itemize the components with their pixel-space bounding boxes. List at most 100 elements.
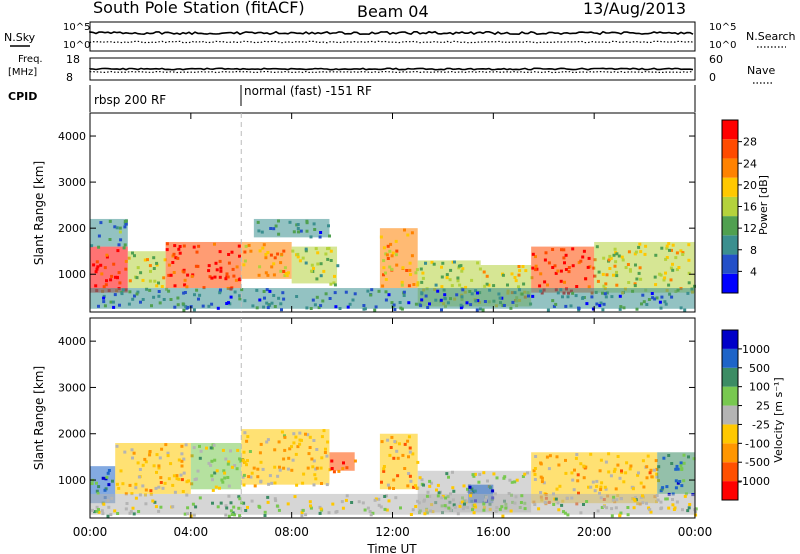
power-cell	[483, 300, 487, 303]
power-cell	[445, 276, 449, 280]
power-cell	[440, 308, 443, 312]
velocity-cell	[612, 495, 616, 499]
velocity-cell	[194, 477, 198, 481]
velocity-cell	[639, 495, 643, 499]
velocity-cell	[301, 508, 305, 512]
velocity-cell	[103, 488, 107, 492]
power-cell	[613, 264, 617, 268]
power-cell	[370, 288, 374, 292]
power-cell	[230, 250, 234, 254]
velocity-cell	[582, 464, 586, 468]
velocity-cell	[320, 456, 324, 460]
power-cell	[428, 302, 431, 306]
velocity-cell	[429, 509, 432, 513]
velocity-cell	[615, 498, 619, 502]
velocity-cell	[523, 507, 527, 511]
freq-top-tick: 18	[66, 53, 80, 66]
freq-bottom-tick: 8	[66, 71, 73, 84]
velocity-cell	[579, 511, 583, 515]
power-cell	[456, 279, 460, 283]
power-cell	[326, 257, 330, 261]
velocity-cell	[418, 476, 422, 480]
power-cell	[449, 268, 453, 272]
power-cell	[663, 276, 667, 280]
power-cell	[328, 234, 331, 238]
velocity-cell	[306, 433, 310, 437]
power-cell	[315, 277, 319, 281]
velocity-cell	[445, 472, 449, 476]
velocity-cell	[670, 462, 674, 465]
power-cell	[390, 301, 394, 305]
power-cell	[143, 258, 147, 262]
velocity-cell	[295, 483, 299, 487]
power-cell	[219, 266, 223, 270]
velocity-cell	[172, 474, 176, 478]
power-cell	[273, 256, 277, 260]
velocity-cell	[180, 464, 184, 468]
power-cell	[317, 306, 321, 310]
power-cell	[478, 267, 482, 271]
power-cell	[149, 269, 152, 273]
power-cell	[405, 269, 409, 272]
power-cell	[316, 251, 320, 255]
velocity-cell	[614, 487, 618, 491]
velocity-cell	[631, 487, 635, 491]
power-cell	[207, 269, 211, 273]
velocity-cell	[674, 467, 678, 471]
velocity-cell	[300, 514, 304, 518]
power-cell	[603, 292, 607, 296]
velocity-cell	[472, 511, 476, 515]
velocity-cell	[227, 460, 231, 464]
velocity-cell	[466, 505, 470, 509]
velocity-cell	[622, 480, 626, 484]
power-cell	[556, 269, 560, 273]
power-cell	[602, 256, 606, 260]
velocity-cell	[101, 512, 105, 516]
power-cell	[258, 265, 262, 269]
velocity-cell	[314, 467, 318, 471]
power-cell	[312, 266, 315, 270]
velocity-cell	[323, 451, 327, 454]
power-cell	[225, 302, 229, 305]
velocity-cell	[128, 483, 132, 487]
power-cell	[279, 302, 283, 306]
power-cell	[564, 253, 568, 257]
nsearch-top-tick: 10^5	[709, 22, 736, 33]
velocity-cell	[539, 491, 543, 494]
power-cell	[362, 307, 366, 311]
power-colorbar-tick-label: 20	[743, 179, 757, 192]
power-cell	[213, 275, 217, 279]
velocity-cell	[322, 429, 326, 433]
velocity-cell	[175, 474, 179, 478]
velocity-cell	[508, 478, 512, 482]
velocity-cell	[309, 504, 312, 508]
velocity-cell	[263, 510, 267, 514]
power-cell	[283, 274, 287, 277]
power-cell	[97, 304, 100, 308]
velocity-cell	[232, 505, 236, 509]
power-cell	[167, 263, 171, 267]
power-cell	[172, 271, 176, 274]
velocity-ytick-label: 3000	[58, 381, 86, 394]
power-cell	[127, 302, 131, 306]
velocity-cell	[273, 497, 277, 501]
power-cell	[207, 264, 211, 268]
nave-trace	[89, 70, 694, 74]
velocity-cell	[444, 496, 448, 500]
power-cell	[402, 294, 406, 297]
power-cell	[388, 249, 392, 253]
velocity-cell	[682, 461, 686, 465]
power-cell	[614, 260, 618, 264]
power-cell	[635, 307, 639, 311]
power-cell	[547, 261, 551, 265]
velocity-cell	[600, 506, 604, 509]
velocity-cell	[198, 444, 201, 448]
velocity-cell	[300, 511, 304, 514]
velocity-cell	[388, 486, 391, 490]
velocity-cell	[474, 505, 478, 509]
velocity-cell	[270, 481, 274, 485]
power-cell	[351, 298, 355, 302]
power-cell	[531, 266, 535, 270]
velocity-cell	[659, 489, 663, 493]
power-cell	[571, 247, 575, 251]
